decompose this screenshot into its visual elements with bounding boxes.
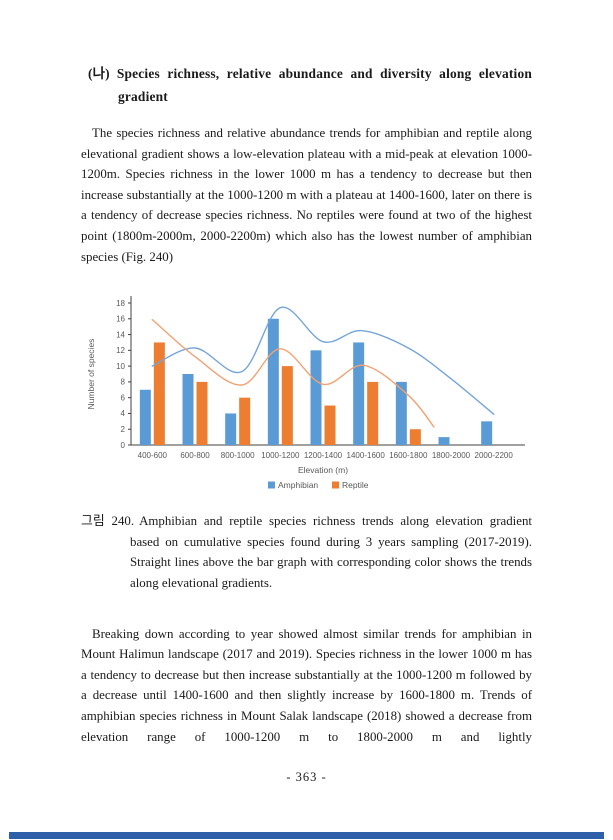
y-axis-title: Number of species xyxy=(86,339,96,410)
page-number: - 363 - xyxy=(286,770,327,784)
y-tick-label: 10 xyxy=(116,362,125,371)
figure-caption-label: 그림 240. xyxy=(81,514,135,529)
y-tick-label: 2 xyxy=(121,425,126,434)
x-tick-label: 400-600 xyxy=(138,451,168,460)
bars-reptile xyxy=(153,342,421,446)
legend-swatch-amphibian xyxy=(268,481,275,489)
trend-line-amphibian xyxy=(151,306,495,416)
y-tick-label: 8 xyxy=(121,378,126,387)
x-tick-label: 1600-1800 xyxy=(389,451,428,460)
bar xyxy=(310,350,322,446)
bar xyxy=(225,413,237,446)
y-tick-label: 12 xyxy=(116,346,125,355)
figure-240: 0 2 4 6 8 10 12 14 16 18 400-600 600-800 800-1000 100… xyxy=(83,290,532,502)
x-tick-label: 1200-1400 xyxy=(304,451,343,460)
section-heading: (나) Species richness, relative abundance … xyxy=(81,62,532,108)
bar xyxy=(267,318,279,446)
x-tick-label: 1800-2000 xyxy=(432,451,471,460)
bar xyxy=(281,366,293,446)
y-tick-label: 6 xyxy=(121,394,126,403)
legend-swatch-reptile xyxy=(332,481,339,489)
y-tick-label: 18 xyxy=(116,299,125,308)
y-tick-label: 4 xyxy=(121,409,126,418)
x-tick-label: 600-800 xyxy=(180,451,210,460)
bar xyxy=(153,342,165,446)
chart-root: 0 2 4 6 8 10 12 14 16 18 400-600 600-800 800-1000 100… xyxy=(86,296,525,490)
y-tick-label: 14 xyxy=(116,331,125,340)
bar xyxy=(196,382,208,446)
legend-label: Reptile xyxy=(342,480,369,490)
bar xyxy=(353,342,365,446)
figure-caption-text: Amphibian and reptile species richness t… xyxy=(130,514,533,590)
paragraph-species-richness: The species richness and relative abunda… xyxy=(81,126,532,264)
bar xyxy=(324,405,336,446)
paragraph-yearly-breakdown: Breaking down according to year showed a… xyxy=(81,626,532,744)
trend-line-reptile xyxy=(151,319,435,428)
bar xyxy=(481,421,493,446)
section-heading-marker: (나) xyxy=(88,66,110,81)
y-tick-label: 0 xyxy=(121,441,126,450)
bar xyxy=(395,382,407,446)
bar xyxy=(139,389,151,446)
figure-caption: 그림 240. Amphibian and reptile species ric… xyxy=(81,511,532,593)
x-tick-label: 1000-1200 xyxy=(261,451,300,460)
bars-amphibian xyxy=(139,318,493,446)
bar xyxy=(367,382,379,446)
x-tick-label: 1400-1600 xyxy=(347,451,386,460)
x-tick-label: 2000-2200 xyxy=(475,451,514,460)
bar xyxy=(239,397,251,446)
y-tick-label: 16 xyxy=(116,315,125,324)
bar xyxy=(409,429,421,446)
x-axis-title: Elevation (m) xyxy=(298,465,348,475)
species-richness-chart: 0 2 4 6 8 10 12 14 16 18 400-600 600-800 800-1000 100… xyxy=(86,296,525,490)
bar xyxy=(182,374,194,446)
document-page: (나) Species richness, relative abundance … xyxy=(9,62,604,839)
bar xyxy=(438,437,450,446)
x-tick-label: 800-1000 xyxy=(221,451,255,460)
section-heading-text: Species richness, relative abundance and… xyxy=(116,66,532,104)
footer-bar xyxy=(9,832,604,839)
legend-label: Amphibian xyxy=(278,480,318,490)
